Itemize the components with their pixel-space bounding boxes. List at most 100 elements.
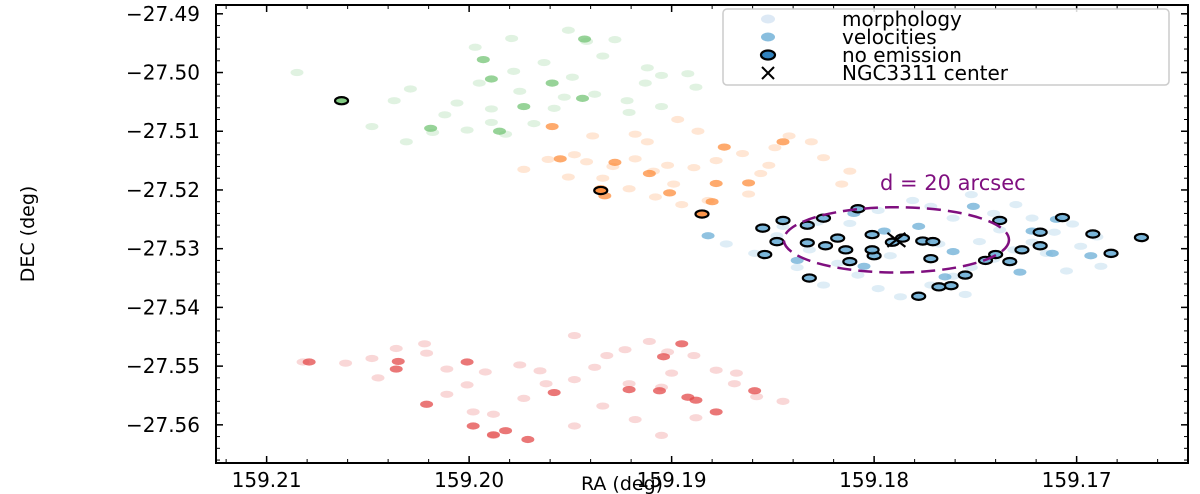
red-velocity-point [657,353,671,361]
legend-box [722,8,1170,86]
green-morphology-point [620,97,634,105]
orange-morphology-point [736,149,749,158]
orange-morphology-point [622,185,636,193]
green-morphology-point [505,34,519,43]
blue-velocity-point [701,232,715,240]
legend: morphology velocities no emission NGC331… [722,7,1170,86]
green-velocity-point [517,102,531,111]
green-morphology-point [507,67,521,75]
orange-morphology-point [561,173,575,181]
orange-morphology-point [835,180,849,188]
red-morphology-point [567,422,581,430]
blue-velocity-point [946,248,960,256]
red-morphology-point [517,394,531,403]
blue-morphology-point [817,281,830,289]
green-morphology-point [640,64,654,72]
orange-morphology-point [671,115,685,124]
blue-no-emission-point [838,245,854,255]
red-morphology-point [727,380,741,388]
green-morphology-point [561,26,575,34]
red-morphology-point [418,340,432,348]
blue-morphology-point [972,238,986,246]
blue-morphology-point [1047,228,1061,236]
green-morphology-point [468,43,482,51]
legend-marker-velocities [761,32,775,42]
red-velocity-point [302,358,316,366]
blue-morphology-point [987,209,1001,218]
green-velocity-point [484,75,498,83]
orange-morphology-point [768,144,782,152]
orange-velocity-point [608,158,622,166]
green-morphology-point [537,58,551,67]
red-morphology-point [539,380,553,388]
red-morphology-point [365,354,379,363]
blue-morphology-point [946,214,960,222]
plot-frame [215,4,1189,464]
orange-velocity-point [545,122,559,131]
blue-no-emission-point [769,236,785,247]
blue-velocity-point [966,202,980,211]
orange-morphology-point [648,193,662,201]
data-points [290,26,1150,444]
green-velocity-point [493,127,506,135]
orange-morphology-point [675,201,689,209]
red-velocity-point [547,388,561,397]
red-morphology-point [466,408,480,416]
green-morphology-point [484,105,498,113]
blue-morphology-point [1025,214,1039,222]
red-morphology-point [567,331,581,340]
blue-no-emission-point [864,245,880,255]
green-morphology-point [689,83,703,91]
green-velocity-point [576,94,590,102]
green-morphology-point [438,111,452,119]
blue-no-emission-point [1032,227,1048,237]
blue-velocity-point [912,222,926,230]
blue-morphology-point [851,271,865,279]
blue-morphology-point [843,219,857,228]
blue-no-emission-point [830,233,846,243]
red-velocity-point [420,400,434,408]
legend-marker-morphology [761,14,775,24]
red-morphology-point [622,380,636,388]
orange-morphology-point [804,138,818,146]
blue-velocity-point [1013,268,1027,276]
blue-morphology-point [1066,220,1080,228]
orange-morphology-point [817,154,830,162]
red-morphology-point [478,368,492,376]
blue-velocity-point [1045,249,1059,257]
blue-morphology-point [958,290,972,299]
blue-morphology-point [802,246,816,254]
blue-no-emission-point [1054,212,1071,223]
blue-no-emission-point [943,280,959,291]
orange-morphology-point [628,155,642,163]
legend-label-center: NGC3311 center [842,61,1009,85]
orange-velocity-point [709,179,723,188]
green-velocity-point [578,35,592,43]
green-morphology-point [565,73,579,81]
red-morphology-point [750,393,764,401]
ngc3311-center-marker [886,232,907,248]
y-tick-label: −27.56 [126,413,200,437]
orange-no-emission-point [694,209,710,219]
green-morphology-point [596,52,610,60]
red-morphology-point [618,346,632,354]
blue-no-emission-point [799,220,815,230]
orange-velocity-point [642,169,656,178]
green-morphology-point [387,97,401,105]
blue-no-emission-point [1085,229,1101,239]
blue-no-emission-point [799,238,815,248]
blue-morphology-point [871,285,885,293]
red-velocity-point [675,340,689,348]
red-morphology-point [709,366,723,374]
red-morphology-point [776,397,790,405]
blue-morphology-point [1009,201,1023,209]
green-morphology-point [527,120,541,128]
orange-morphology-point [782,132,796,140]
blue-no-emission-point [817,241,834,251]
green-morphology-point [484,118,498,127]
orange-morphology-point [541,155,555,164]
blue-no-emission-point [992,215,1008,226]
red-morphology-point [655,431,668,440]
x-tick-label: 159.18 [839,468,909,492]
x-tick-label: 159.20 [434,468,504,492]
